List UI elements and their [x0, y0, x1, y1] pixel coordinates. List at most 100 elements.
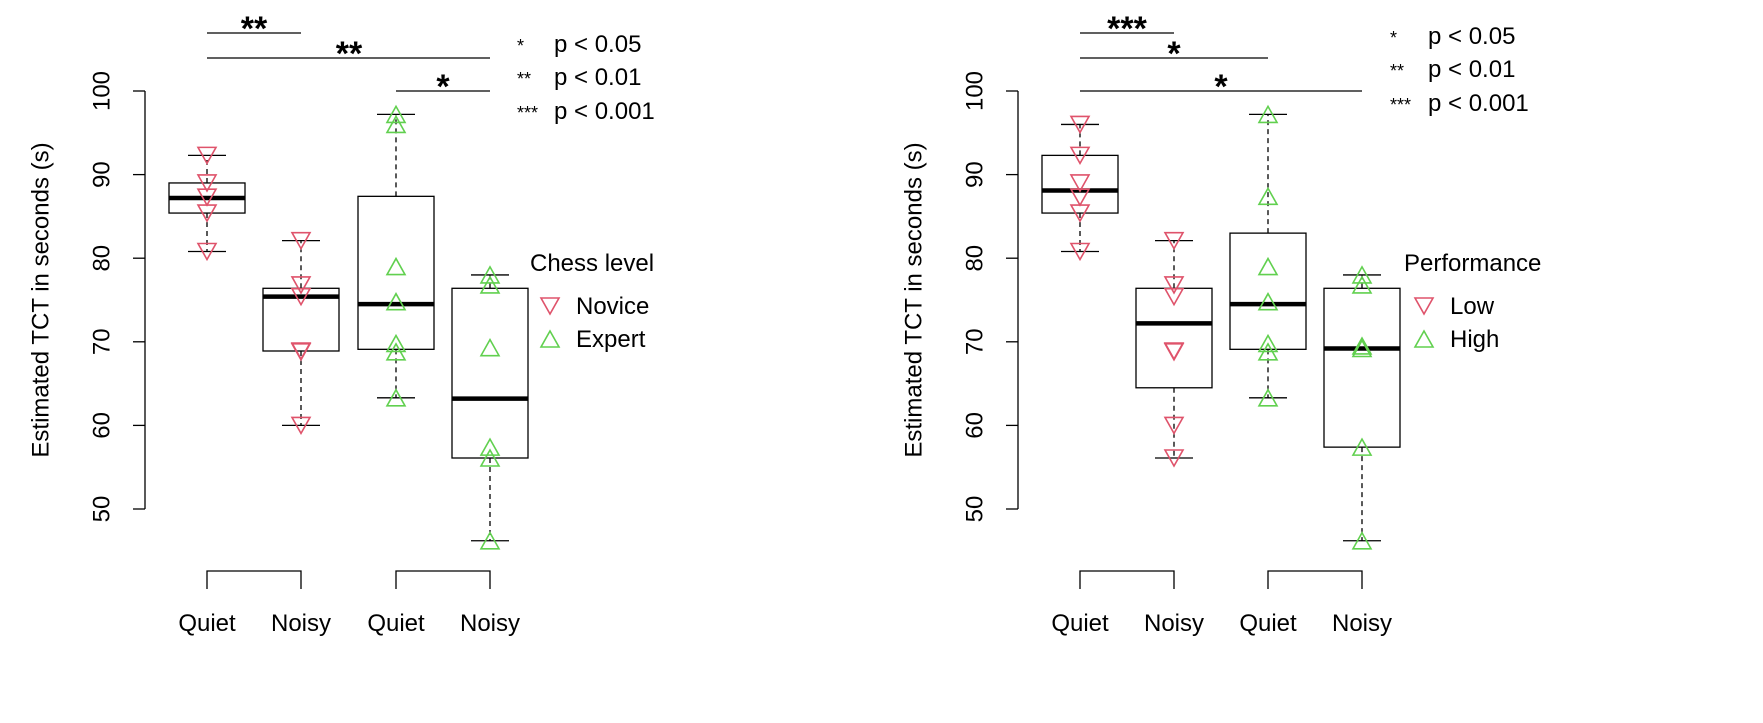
box-3 [1229, 113, 1307, 399]
high-point-marker [1257, 256, 1279, 276]
high-point-marker [479, 338, 501, 357]
x-category-label: Noisy [460, 610, 520, 637]
significance-stars: * [1167, 35, 1181, 73]
y-tick-label: 100 [961, 71, 988, 111]
legend-marker-high [539, 329, 561, 348]
y-axis-title: Estimated TCT in seconds (s) [27, 142, 54, 457]
high-point-marker [479, 265, 501, 284]
high-point-marker [1351, 437, 1373, 456]
pvalue-key-stars: * [1390, 28, 1397, 48]
category-bracket-1 [206, 570, 302, 589]
low-point-marker [196, 204, 218, 223]
high-point-marker [1351, 265, 1373, 284]
pvalue-key-stars: ** [1390, 61, 1404, 81]
low-point-marker [1163, 231, 1185, 251]
high-point-marker [1257, 342, 1279, 361]
legend-title: Chess level [530, 250, 654, 277]
x-category-label: Noisy [1332, 610, 1392, 637]
x-category-label: Quiet [1051, 610, 1109, 637]
legend-marker-low [1413, 297, 1435, 316]
y-tick-label: 60 [88, 412, 115, 439]
significance-stars: * [1214, 68, 1228, 106]
high-point-marker [479, 275, 501, 294]
low-point-marker [1069, 188, 1091, 207]
legend-label: Low [1450, 293, 1495, 320]
y-axis-title: Estimated TCT in seconds (s) [900, 142, 927, 457]
pvalue-key-stars: ** [517, 69, 531, 89]
low-point-marker [1163, 343, 1185, 362]
pvalue-key-stars: *** [517, 103, 538, 123]
pvalue-key-text: p < 0.05 [554, 31, 641, 58]
high-point-marker [1351, 531, 1373, 550]
category-bracket-2 [395, 570, 491, 589]
significance-stars: ** [336, 35, 363, 73]
high-point-marker [1257, 104, 1279, 124]
high-point-marker [1257, 333, 1279, 353]
pvalue-key-text: p < 0.01 [554, 64, 641, 91]
x-category-label: Quiet [367, 610, 425, 637]
legend-marker-low [539, 297, 561, 316]
high-point-marker [1351, 336, 1373, 355]
box-1 [168, 154, 246, 253]
box-4 [451, 274, 529, 542]
low-point-marker [196, 242, 218, 262]
high-point-marker [1257, 388, 1279, 407]
iqr-box [1041, 154, 1119, 214]
low-point-marker [290, 276, 312, 295]
chart-panel-2: 50 60 70 80 90 100 Estimated TCT in seconds (s… [900, 10, 1541, 637]
high-point-marker [479, 448, 501, 467]
legend-title: Performance [1404, 250, 1541, 277]
y-tick-label: 50 [88, 496, 115, 523]
low-point-marker [290, 287, 312, 307]
high-point-marker [385, 256, 407, 276]
high-point-marker [1351, 338, 1373, 358]
legend-marker-high [1413, 329, 1435, 348]
y-tick-label: 90 [961, 161, 988, 188]
box-2 [262, 239, 340, 427]
low-point-marker [290, 231, 312, 251]
high-point-marker [385, 104, 407, 124]
x-category-label: Quiet [178, 610, 236, 637]
low-point-marker [1163, 287, 1185, 307]
pvalue-key-text: p < 0.05 [1428, 23, 1515, 50]
low-point-marker [1163, 449, 1185, 468]
pvalue-key-stars: *** [1390, 95, 1411, 115]
high-point-marker [1257, 292, 1279, 311]
box-1 [1041, 123, 1119, 253]
low-point-marker [1069, 115, 1091, 135]
significance-stars: ** [241, 10, 268, 48]
low-point-marker [1163, 342, 1185, 361]
low-point-marker [1069, 174, 1091, 193]
y-tick-label: 70 [961, 328, 988, 355]
legend-label: Novice [576, 293, 649, 320]
high-point-marker [479, 531, 501, 550]
y-tick-label: 80 [88, 245, 115, 272]
significance-stars: *** [1107, 10, 1147, 48]
low-point-marker [196, 188, 218, 207]
iqr-box [1323, 287, 1401, 448]
y-tick-label: 50 [961, 496, 988, 523]
box-2 [1135, 239, 1213, 459]
y-tick-label: 100 [88, 71, 115, 111]
high-point-marker [385, 292, 407, 311]
iqr-box [451, 287, 529, 459]
y-tick-label: 80 [961, 245, 988, 272]
iqr-box [1229, 232, 1307, 350]
y-tick-label: 60 [961, 412, 988, 439]
low-point-marker [1163, 276, 1185, 295]
low-point-marker [196, 146, 218, 166]
high-point-marker [385, 388, 407, 407]
low-point-marker [1069, 204, 1091, 223]
high-point-marker [385, 333, 407, 353]
x-category-label: Quiet [1239, 610, 1297, 637]
low-point-marker [290, 416, 312, 436]
category-bracket-2 [1267, 570, 1363, 589]
legend-label: High [1450, 326, 1499, 353]
significance-stars: * [436, 68, 450, 106]
y-tick-label: 70 [88, 328, 115, 355]
category-bracket-1 [1079, 570, 1175, 589]
x-category-label: Noisy [271, 610, 331, 637]
pvalue-key-stars: * [517, 36, 524, 56]
